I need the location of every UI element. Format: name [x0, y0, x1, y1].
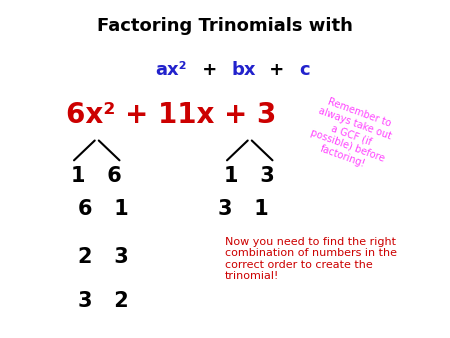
Text: ax²: ax² — [156, 61, 187, 79]
Text: 6   1: 6 1 — [78, 199, 129, 219]
Text: 1   3: 1 3 — [225, 166, 275, 186]
Text: Factoring Trinomials with: Factoring Trinomials with — [97, 17, 353, 35]
Text: Now you need to find the right
combination of numbers in the
correct order to cr: Now you need to find the right combinati… — [225, 237, 397, 282]
Text: 3   2: 3 2 — [78, 291, 129, 311]
Text: bx: bx — [232, 61, 256, 79]
Text: 3   1: 3 1 — [218, 199, 268, 219]
Text: 2   3: 2 3 — [78, 247, 129, 267]
Text: Remember to
always take out
a GCF (if
possible) before
factoring!: Remember to always take out a GCF (if po… — [305, 95, 397, 174]
Text: 6x² + 11x + 3: 6x² + 11x + 3 — [66, 101, 276, 129]
Text: +: + — [196, 61, 224, 79]
Text: +: + — [263, 61, 291, 79]
Text: c: c — [299, 61, 310, 79]
Text: 1   6: 1 6 — [72, 166, 122, 186]
